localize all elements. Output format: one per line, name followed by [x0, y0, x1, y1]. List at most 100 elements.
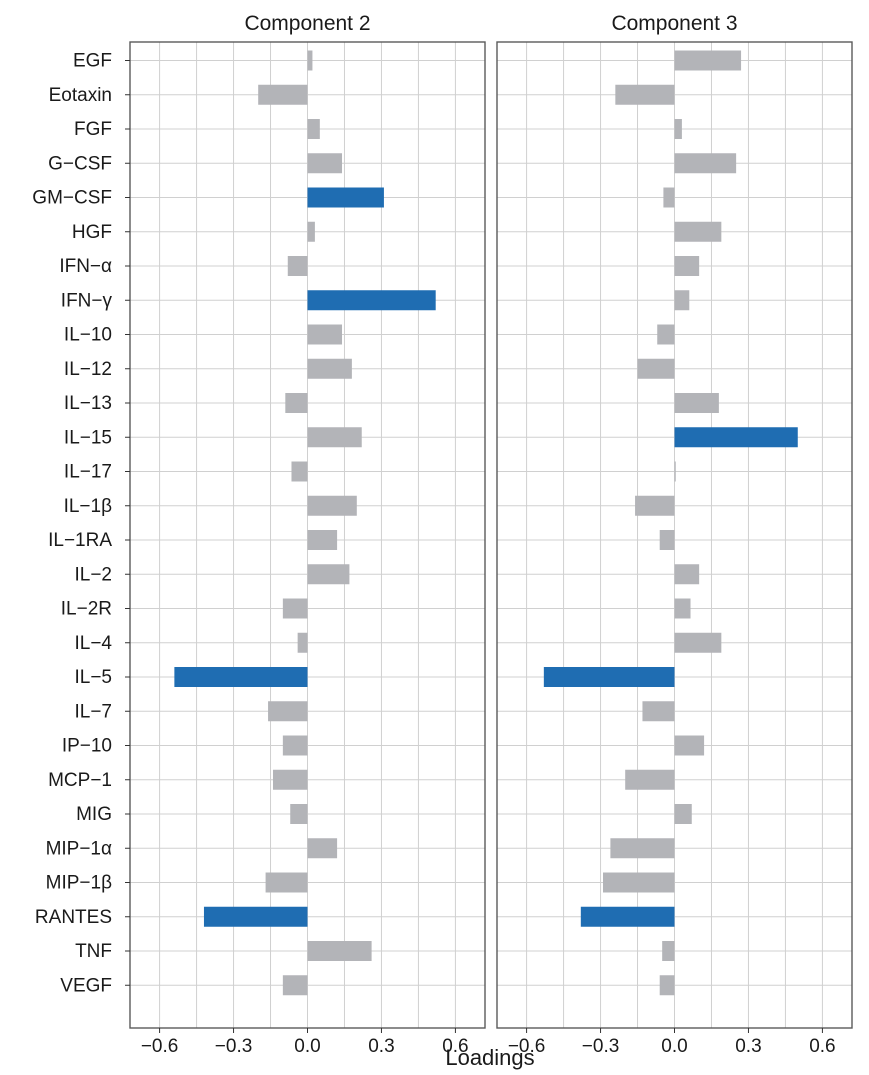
bar-1-27 [282, 975, 308, 996]
x-tick-label: −0.6 [141, 1036, 179, 1057]
bar-1-0 [307, 50, 313, 71]
bar-2-7 [674, 290, 690, 311]
category-label: IL−13 [64, 393, 112, 414]
category-label: IL−1β [64, 496, 113, 517]
category-label: IL−4 [74, 633, 112, 654]
bar-1-16 [282, 598, 308, 619]
category-label: IL−2R [61, 599, 112, 620]
category-label: Eotaxin [49, 85, 112, 106]
bar-2-15 [674, 564, 700, 585]
category-labels: EGF Eotaxin FGF G−CSF GM−CSF HGF IFN−α IFN−γ IL−… [32, 51, 130, 996]
bar-1-2 [307, 119, 320, 139]
panel-1: Component 2 −0.6 −0.3 0.0 0.3 0.6 [129, 12, 486, 1057]
panel-2: Component 3 −0.6 −0.3 0.0 0.3 0.6 [496, 12, 853, 1057]
bar-1-7 [307, 290, 436, 311]
panel-title: Component 3 [611, 12, 737, 35]
bar-2-13 [635, 495, 675, 516]
bar-2-3 [674, 153, 737, 174]
bar-2-25 [580, 906, 675, 927]
bar-2-20 [674, 735, 705, 756]
category-label: IFN−α [59, 256, 112, 277]
bar-2-0 [674, 50, 742, 71]
bar-1-1 [258, 84, 308, 105]
bar-1-20 [282, 735, 308, 756]
category-label: RANTES [35, 907, 112, 928]
bar-1-12 [291, 461, 308, 482]
x-tick-label: 0.3 [735, 1036, 761, 1057]
category-label: MIG [76, 804, 112, 825]
bar-2-12 [674, 461, 676, 482]
bar-1-14 [307, 530, 338, 550]
category-label: IL−2 [74, 564, 112, 585]
x-tick-label: −0.3 [215, 1036, 253, 1057]
category-label: EGF [73, 51, 112, 72]
category-label: IL−1RA [48, 530, 112, 551]
bar-2-17 [674, 632, 722, 653]
bar-2-1 [615, 84, 675, 105]
panels-layer: Component 2 −0.6 −0.3 0.0 0.3 0.6 Component 3 −… [129, 12, 853, 1057]
panel-title: Component 2 [244, 12, 370, 35]
bar-1-3 [307, 153, 343, 174]
category-label: GM−CSF [32, 188, 112, 209]
category-label: VEGF [60, 975, 112, 996]
bar-2-16 [674, 598, 691, 619]
bar-2-10 [674, 393, 719, 413]
category-label: MIP−1β [46, 873, 112, 894]
bar-1-18 [174, 667, 308, 687]
category-label: TNF [75, 941, 112, 962]
bar-2-19 [642, 701, 675, 722]
category-label: IL−17 [64, 462, 112, 483]
category-label: IP−10 [62, 736, 112, 757]
bar-1-25 [203, 906, 308, 927]
bar-1-10 [285, 393, 308, 413]
bar-2-8 [657, 324, 675, 345]
x-tick-label: 0.6 [442, 1036, 468, 1057]
bar-1-23 [307, 838, 338, 859]
category-label: IL−5 [74, 667, 112, 688]
bar-1-26 [307, 941, 372, 961]
bar-1-17 [297, 632, 308, 653]
x-tick-label: −0.3 [582, 1036, 620, 1057]
bar-1-8 [307, 324, 343, 345]
x-tick-label: 0.0 [661, 1036, 687, 1057]
bar-2-2 [674, 119, 682, 139]
bar-1-19 [268, 701, 308, 722]
x-tick-label: 0.0 [294, 1036, 320, 1057]
bar-2-14 [659, 530, 675, 550]
bar-2-21 [625, 769, 675, 790]
bar-2-5 [674, 221, 722, 242]
bar-2-26 [662, 941, 675, 961]
bar-1-4 [307, 187, 384, 208]
bar-1-6 [287, 256, 308, 276]
bar-1-5 [307, 221, 315, 242]
category-label: IL−7 [74, 701, 112, 722]
category-label: FGF [74, 119, 112, 140]
category-label: HGF [72, 222, 112, 243]
bar-2-24 [603, 872, 675, 893]
x-tick-label: 0.3 [368, 1036, 394, 1057]
bar-1-9 [307, 358, 352, 379]
bar-2-18 [543, 667, 675, 687]
bar-2-9 [637, 358, 675, 379]
x-axis-title: Loadings [445, 1045, 534, 1070]
category-label: MIP−1α [46, 838, 112, 859]
bar-1-24 [265, 872, 308, 893]
bar-2-11 [674, 427, 798, 448]
bar-1-21 [272, 769, 308, 790]
bar-2-22 [674, 804, 692, 824]
category-label: IFN−γ [61, 290, 113, 311]
bar-1-22 [290, 804, 308, 824]
bar-1-13 [307, 495, 357, 516]
bar-2-6 [674, 256, 700, 276]
x-tick-label: 0.6 [809, 1036, 835, 1057]
bar-2-4 [663, 187, 675, 208]
category-label: IL−12 [64, 359, 112, 380]
x-tick-label: −0.6 [508, 1036, 546, 1057]
category-label: IL−10 [64, 325, 112, 346]
category-label: MCP−1 [48, 770, 112, 791]
bar-1-11 [307, 427, 362, 448]
category-label: G−CSF [48, 153, 112, 174]
bar-2-27 [659, 975, 675, 996]
bar-1-15 [307, 564, 350, 585]
